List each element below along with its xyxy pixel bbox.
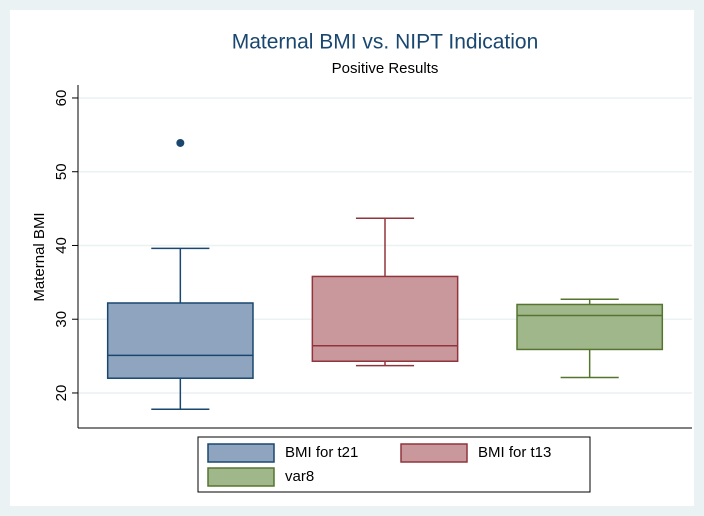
legend-swatch: [400, 443, 468, 463]
y-tick-label: 30: [53, 311, 70, 328]
y-tick-label: 50: [53, 163, 70, 180]
chart-subtitle: Positive Results: [332, 60, 439, 77]
outlier: [176, 138, 185, 147]
box: [516, 303, 664, 351]
plot-region: [10, 10, 694, 506]
y-tick-label: 60: [53, 90, 70, 107]
y-tick-label: 40: [53, 237, 70, 254]
y-tick-label: 20: [53, 385, 70, 402]
legend-label: BMI for t13: [478, 444, 551, 461]
y-axis-label: Maternal BMI: [31, 212, 48, 301]
legend-swatch: [207, 443, 275, 463]
legend-label: var8: [285, 468, 314, 485]
legend-label: BMI for t21: [285, 444, 358, 461]
box: [311, 275, 459, 363]
legend-swatch: [207, 467, 275, 487]
box: [106, 302, 254, 379]
chart-title: Maternal BMI vs. NIPT Indication: [232, 31, 539, 54]
